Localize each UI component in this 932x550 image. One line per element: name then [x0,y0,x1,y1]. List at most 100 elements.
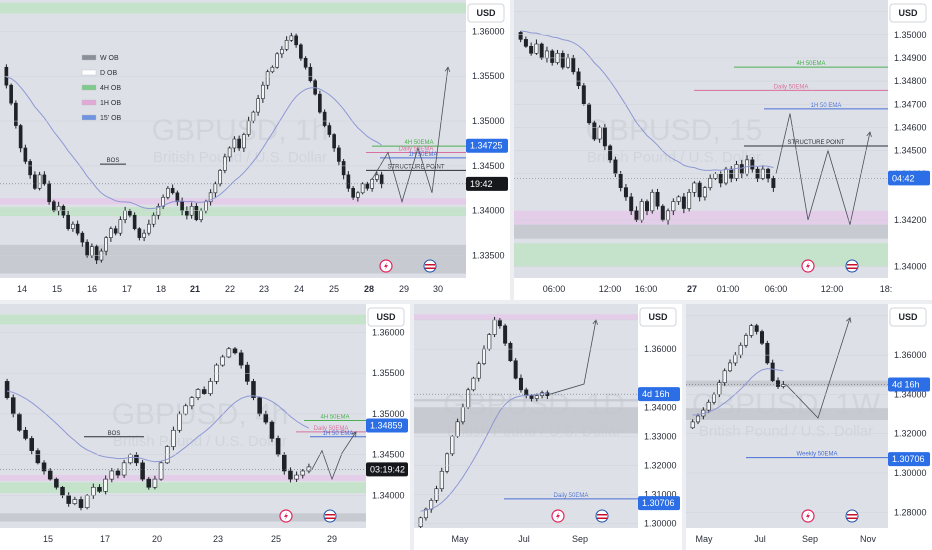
candle [113,228,118,234]
chart-svg: GBPUSD, 1DBritish Pound / U.S. DollarDai… [414,304,682,550]
flag-stripe [425,267,435,269]
us-flag-icon[interactable] [845,259,859,273]
us-flag-icon[interactable] [595,509,609,523]
x-tick-label: 30 [433,284,443,294]
countdown-tag [888,377,930,392]
chart-panel-15m[interactable]: GBPUSD, 15 British Pound / U.S. Dollar 4H … [514,0,932,300]
level-label: 4H 50EMA [404,140,433,146]
chart-panel-4h[interactable]: GBPUSD, 4h British Pound / U.S. Dollar 4H … [0,304,410,550]
time-axis[interactable] [686,528,888,550]
candle [727,362,733,372]
y-tick-label: 1.32000 [894,429,927,439]
candle [306,466,312,472]
candle [351,188,355,198]
y-tick-label: 1.36000 [472,26,505,36]
vertical-divider-bottom-2[interactable] [682,304,686,550]
level-label: 1H 50 EMA [811,103,842,109]
lightning-glyph [384,262,388,270]
time-axis[interactable] [0,278,466,300]
order-block-zone [0,198,466,205]
vertical-divider-top[interactable] [510,0,514,300]
candle [775,380,781,387]
x-tick-label: Sep [802,534,818,544]
candle [695,415,701,423]
y-tick-label: 1.34600 [894,122,927,132]
horizontal-divider[interactable] [0,300,932,304]
us-flag-icon[interactable] [323,509,337,523]
candle [9,84,13,104]
candle [80,232,85,243]
y-tick-label: 1.34000 [644,402,677,412]
price-tag-label: 1.34725 [470,141,503,151]
candle [634,210,639,221]
y-tick-label: 1.30000 [894,468,927,478]
legend-label: 1H OB [100,100,121,107]
candle [90,246,94,256]
flag-stripe [597,514,607,516]
time-axis[interactable] [414,528,638,550]
candle [78,499,84,508]
candle [123,210,127,221]
candle [238,352,244,366]
candle [739,164,744,175]
flag-stripe [325,514,335,516]
candle [708,178,713,188]
vertical-divider-bottom-1[interactable] [410,304,414,550]
candle [170,188,175,194]
price-axis[interactable] [888,304,932,550]
x-tick-label: 12:00 [599,284,622,294]
level-label: Daily 50EMA [554,493,589,499]
candle [137,228,142,238]
candle [14,102,18,126]
x-tick-label: Jul [754,534,766,544]
time-axis[interactable] [0,528,366,550]
order-block-zone [686,408,888,420]
currency-label: USD [648,312,668,322]
candle [180,201,184,212]
candle [23,429,28,439]
time-axis[interactable] [514,278,888,300]
candle [72,499,78,504]
candle [29,438,34,451]
y-tick-label: 1.34500 [894,146,927,156]
candle [146,478,152,488]
y-tick-label: 1.35000 [472,116,505,126]
candle [23,147,28,162]
chart-panel-1h[interactable]: GBPUSD, 1h British Pound / U.S. Dollar 4H … [0,0,510,300]
candle [232,348,238,354]
flag-stripe [847,267,857,269]
candle [666,210,671,221]
candle [450,436,455,455]
candle [263,413,269,423]
us-flag-icon[interactable] [423,259,437,273]
currency-button[interactable] [467,3,505,23]
x-tick-label: 12:00 [821,284,844,294]
level-label: 4H 50EMA [320,414,349,420]
projection-path [311,431,357,481]
price-axis[interactable] [638,304,682,550]
candle [476,363,481,379]
us-flag-icon[interactable] [845,509,859,523]
price-axis[interactable] [888,0,932,300]
y-tick-label: 1.34500 [372,450,405,460]
currency-button[interactable] [367,307,405,327]
candle [299,44,303,59]
candle [723,168,728,184]
candle [671,201,676,212]
currency-button[interactable] [889,307,927,327]
y-tick-label: 1.31000 [644,490,677,500]
countdown-label: 03:19:42 [370,464,405,474]
ema-line [6,76,382,210]
candle [237,138,241,149]
currency-button[interactable] [889,3,927,23]
candle [341,161,346,176]
chart-panel-daily[interactable]: GBPUSD, 1DBritish Pound / U.S. DollarDai… [414,304,682,550]
candle [749,325,754,336]
order-block-zone [0,475,366,481]
candle [199,210,203,221]
chart-panel-weekly[interactable]: GBPUSD, 1W British Pound / U.S. Dollar Wee… [686,304,932,550]
candle [118,219,123,234]
x-tick-label: May [695,534,713,544]
currency-button[interactable] [639,307,677,327]
countdown-label: 19:42 [470,179,493,189]
